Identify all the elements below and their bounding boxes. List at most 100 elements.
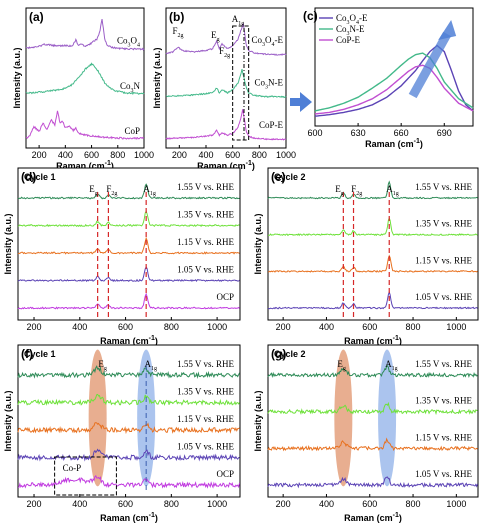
peak-label: F2g [351, 184, 362, 197]
series-label-sub2: 4 [272, 42, 275, 48]
x-tick-label: 600 [362, 322, 377, 332]
x-axis-title: Raman (cm-1) [344, 512, 402, 523]
series-label: 1.05 V vs. RHE [415, 292, 472, 302]
peak-ellipse-eg [88, 349, 107, 487]
panel-f: 200 400 600 800 1000 Raman (cm-1) Intensity (a… [3, 344, 241, 523]
peak-label: A1g [144, 359, 157, 372]
x-axis-title: Raman (cm-1) [100, 335, 158, 346]
series-label-end: -E [275, 120, 284, 130]
x-axis-title: Raman (cm-1) [365, 138, 423, 149]
panel-letter: (e) [271, 170, 286, 184]
panel-letter: (f) [21, 347, 33, 361]
x-tick-label: 1000 [207, 499, 227, 509]
peak-label-sub: g [343, 366, 346, 372]
series-line [267, 437, 478, 452]
x-tick-label: 660 [394, 128, 409, 138]
series-label: Co3N-E [254, 78, 283, 91]
cop-annotation: Co-P [63, 463, 82, 473]
x-axis-title-main: Raman (cm [100, 513, 149, 523]
series-label: 1.15 V vs. RHE [177, 237, 234, 247]
y-axis-title: Intensity (a.u.) [3, 213, 13, 274]
zoom-box [232, 25, 250, 141]
x-axis-title-sup: -1 [149, 512, 155, 519]
series-line [267, 290, 478, 310]
legend-end: -E [356, 24, 365, 34]
peak-label-main: A [143, 184, 150, 194]
series-label-main: Co [259, 120, 270, 130]
peak-label: A1g [232, 14, 245, 27]
series-line-Co3N-E [165, 68, 287, 99]
series-line [267, 254, 478, 273]
series-line [267, 216, 478, 237]
panel-b-frame [165, 7, 287, 149]
cycle-label: Cycle 2 [274, 349, 306, 359]
x-tick-label: 400 [319, 499, 334, 509]
peak-label-main: E [211, 30, 217, 40]
peak-label: A1g [386, 184, 399, 197]
series-label-mid: P [135, 126, 140, 136]
series-label-main: Co [120, 81, 131, 91]
shift-arrow-head [438, 20, 457, 40]
x-tick-label: 200 [276, 322, 291, 332]
panel-letter: (a) [29, 10, 44, 24]
series-label-mid: O [131, 36, 138, 46]
panel-e: 200 400 600 800 1000 Raman (cm-1) Intensity (a… [253, 167, 479, 346]
series-label-main: Co [117, 36, 128, 46]
series-label: CoP-E [259, 120, 284, 130]
series-line [17, 393, 240, 406]
peak-label-sub: g [217, 37, 220, 43]
legend-end: -E [352, 35, 361, 45]
panel-d: 200 400 600 800 1000 Raman (cm-1) Intensity (a… [3, 167, 241, 346]
x-axis-title-end: ) [252, 161, 255, 171]
panel-g: 200 400 600 800 1000 Raman (cm-1) Intensity (a… [253, 344, 479, 523]
peak-label-sub: g [95, 191, 98, 197]
x-axis-title-main: Raman (cm [197, 161, 246, 171]
peak-label-main: E [337, 359, 343, 369]
series-label: 1.15 V vs. RHE [177, 414, 234, 424]
peak-label-main: F [351, 184, 356, 194]
x-tick-label: 1000 [446, 499, 466, 509]
panel-letter: (d) [21, 170, 36, 184]
peak-label: Eg [98, 359, 107, 372]
series-line [17, 210, 240, 228]
series-line-CoP-E [165, 109, 287, 141]
legend-entry: CoP-E [336, 35, 361, 45]
panel-f-frame [17, 344, 241, 498]
peak-label-sub: 2g [111, 191, 117, 197]
peak-label-main: F [106, 184, 111, 194]
panel-a-frame [25, 7, 145, 149]
series-label-main: Co [124, 126, 135, 136]
series-line [17, 236, 240, 255]
x-axis-title-main: Raman (cm [344, 336, 393, 346]
x-axis-title-sup: -1 [105, 160, 111, 167]
x-tick-label: 800 [164, 499, 179, 509]
panel-arrow [290, 92, 312, 112]
peak-label-main: F [219, 46, 224, 56]
x-tick-label: 200 [276, 499, 291, 509]
series-line [267, 476, 479, 489]
x-axis-title: Raman (cm-1) [100, 512, 158, 523]
cycle-label: Cycle 2 [274, 172, 306, 182]
x-axis-title-end: ) [111, 161, 114, 171]
series-label: 1.55 V vs. RHE [177, 182, 234, 192]
cycle-label: Cycle 1 [24, 349, 56, 359]
peak-label-sub: g [341, 191, 344, 197]
x-tick-label: 800 [164, 322, 179, 332]
x-tick-label: 200 [32, 150, 47, 160]
series-label: 1.55 V vs. RHE [415, 182, 472, 192]
series-label: OCP [216, 292, 234, 302]
peak-label-main: F [172, 26, 177, 36]
x-axis-title-main: Raman (cm [100, 336, 149, 346]
x-axis-title-main: Raman (cm [56, 161, 105, 171]
x-tick-label: 1000 [207, 322, 227, 332]
x-tick-label: 800 [110, 150, 125, 160]
series-line [267, 180, 478, 200]
legend-mid: P [347, 35, 352, 45]
peak-label-main: A [385, 359, 392, 369]
x-axis-title-end: ) [399, 336, 402, 346]
series-line-Co3N-E [314, 52, 474, 112]
x-tick-label: 800 [406, 499, 421, 509]
panel-a: 200 400 600 800 1000 Raman (cm-1) Intensity (a… [12, 7, 154, 171]
